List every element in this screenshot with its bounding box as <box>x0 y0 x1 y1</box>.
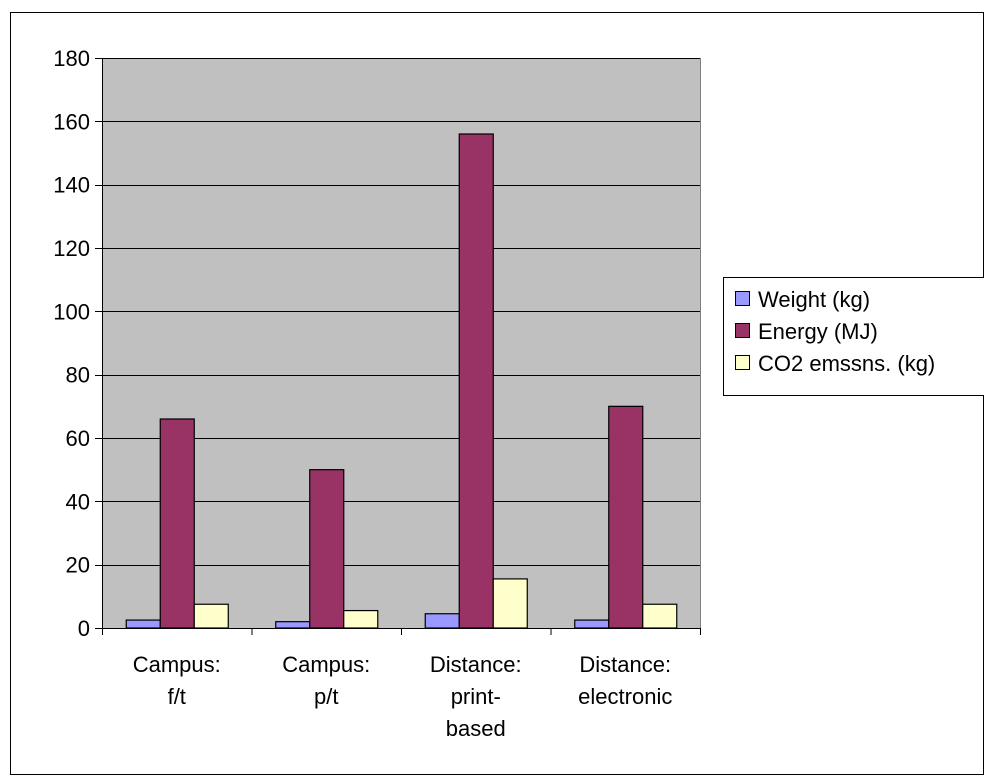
legend-item: Energy (MJ) <box>735 319 878 344</box>
legend-item: Weight (kg) <box>735 287 870 312</box>
x-category-label-line: Distance: <box>430 652 522 677</box>
legend: Weight (kg) Energy (MJ) CO2 emssns. (kg) <box>723 277 984 396</box>
gridlines <box>102 58 700 566</box>
legend-label: Energy (MJ) <box>758 319 878 344</box>
bar-weight-kg <box>275 621 311 629</box>
y-tick-label: 60 <box>66 426 90 451</box>
x-category-label-line: Distance: <box>579 652 671 677</box>
bar-energy-mj <box>309 469 345 629</box>
bar-energy-mj <box>159 418 195 629</box>
legend-label: CO2 emssns. (kg) <box>758 351 935 376</box>
axes <box>95 58 701 635</box>
legend-label: Weight (kg) <box>758 287 870 312</box>
legend-item: CO2 emssns. (kg) <box>735 351 935 376</box>
y-axis-tick-labels: 0 20 40 60 80 100 120 140 160 180 <box>53 46 90 641</box>
x-category-label: Distance: print-based <box>430 652 522 741</box>
bar-energy-mj <box>458 133 494 629</box>
bar-co2-emssns-kg <box>642 603 678 629</box>
x-category-label: Distance: electronic <box>578 652 672 709</box>
x-category-label-line: print- <box>451 684 501 709</box>
y-tick-label: 120 <box>53 236 90 261</box>
x-category-label: Campus: f/t <box>133 652 221 709</box>
bar-weight-kg <box>574 619 610 629</box>
legend-swatch <box>735 291 750 306</box>
bars <box>125 133 678 629</box>
plot-area <box>102 58 701 629</box>
y-tick-label: 160 <box>53 109 90 134</box>
legend-swatch <box>735 355 750 370</box>
x-category-label-line: f/t <box>168 684 186 709</box>
x-category-label-line: electronic <box>578 684 672 709</box>
legend-box <box>723 277 984 396</box>
y-tick-label: 100 <box>53 299 90 324</box>
x-category-label-line: p/t <box>314 684 338 709</box>
bar-co2-emssns-kg <box>343 609 379 629</box>
x-category-label-line: Campus: <box>282 652 370 677</box>
bar-energy-mj <box>608 405 644 629</box>
y-tick-label: 40 <box>66 489 90 514</box>
legend-swatch <box>735 323 750 338</box>
bar-co2-emssns-kg <box>492 578 528 629</box>
bar-weight-kg <box>125 619 161 629</box>
y-tick-label: 140 <box>53 173 90 198</box>
bar-weight-kg <box>424 613 460 629</box>
x-category-label: Campus: p/t <box>282 652 370 709</box>
y-tick-label: 0 <box>78 616 90 641</box>
y-tick-label: 20 <box>66 553 90 578</box>
x-category-label-line: based <box>446 716 506 741</box>
x-axis-category-labels: Campus: f/t Campus: p/t Distance: print-based… <box>133 652 673 741</box>
y-tick-label: 80 <box>66 363 90 388</box>
y-tick-label: 180 <box>53 46 90 71</box>
x-category-label-line: Campus: <box>133 652 221 677</box>
bar-co2-emssns-kg <box>193 603 229 629</box>
